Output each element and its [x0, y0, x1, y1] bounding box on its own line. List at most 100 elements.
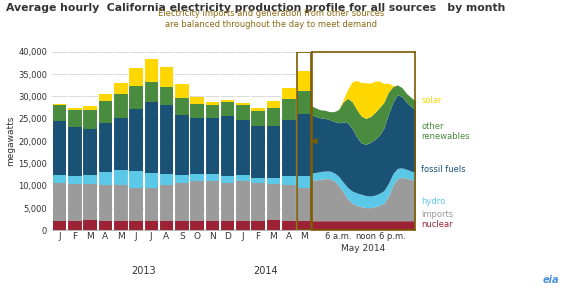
Text: 2013: 2013 [131, 266, 156, 276]
Bar [297, 114, 311, 176]
Bar [99, 221, 113, 230]
Bar [83, 220, 97, 230]
Bar [68, 176, 82, 184]
Bar [53, 183, 66, 221]
Bar [83, 175, 97, 184]
Bar [144, 173, 158, 187]
Bar [68, 108, 82, 110]
Bar [175, 84, 189, 98]
Bar [190, 181, 204, 221]
Y-axis label: megawatts: megawatts [6, 116, 16, 166]
Bar [83, 184, 97, 220]
Bar [267, 126, 280, 178]
Bar [236, 120, 250, 175]
Bar [160, 221, 173, 230]
Bar [175, 221, 189, 230]
Bar [114, 170, 128, 185]
Bar [175, 183, 189, 221]
Bar [68, 127, 82, 176]
Bar [251, 183, 265, 221]
Bar [99, 123, 113, 172]
Text: Electricity imports and generation from other sources
are balanced throughout th: Electricity imports and generation from … [158, 9, 384, 29]
Bar [99, 101, 113, 123]
Bar [205, 174, 219, 181]
Text: other
renewables: other renewables [421, 122, 470, 141]
Bar [175, 115, 189, 175]
Bar [99, 94, 113, 101]
Bar [282, 185, 295, 221]
Bar [144, 82, 158, 102]
Bar [160, 67, 173, 87]
Bar [267, 101, 280, 108]
Bar [190, 118, 204, 174]
Bar [129, 86, 143, 109]
Bar [114, 94, 128, 118]
X-axis label: May 2014: May 2014 [342, 244, 385, 253]
Bar [205, 118, 219, 174]
Bar [68, 221, 82, 230]
Bar [267, 220, 280, 230]
Bar [205, 105, 219, 118]
Bar [297, 91, 311, 114]
Bar [83, 110, 97, 129]
Bar [282, 221, 295, 230]
Bar [53, 121, 66, 175]
Bar [129, 109, 143, 171]
Bar [297, 221, 311, 230]
Bar [160, 105, 173, 174]
Bar [236, 175, 250, 181]
Bar [53, 175, 66, 183]
Bar [53, 221, 66, 230]
Bar [114, 185, 128, 221]
Bar [190, 104, 204, 118]
Bar [297, 187, 311, 221]
Bar [114, 83, 128, 94]
Bar [205, 181, 219, 221]
Bar [129, 68, 143, 86]
Bar [220, 102, 234, 116]
Bar [282, 120, 295, 176]
Bar [129, 221, 143, 230]
Bar [53, 104, 66, 105]
Bar [251, 178, 265, 183]
Bar [220, 116, 234, 176]
Bar [251, 126, 265, 178]
Bar [175, 175, 189, 183]
Bar [144, 102, 158, 173]
Bar [297, 71, 311, 91]
Text: eia: eia [543, 275, 560, 285]
Bar [175, 98, 189, 115]
Bar [267, 178, 280, 184]
Bar [251, 111, 265, 126]
Text: solar: solar [421, 96, 442, 105]
Bar [282, 176, 295, 185]
Bar [267, 184, 280, 220]
Bar [160, 174, 173, 185]
Bar [251, 108, 265, 111]
Bar [144, 187, 158, 221]
Text: Average hourly  California electricity production profile for all sources   by m: Average hourly California electricity pr… [6, 3, 505, 13]
Text: hydro: hydro [421, 197, 445, 206]
Bar [190, 174, 204, 181]
Bar [205, 221, 219, 230]
Bar [68, 184, 82, 221]
Bar [144, 59, 158, 82]
Bar [160, 87, 173, 105]
Bar [99, 172, 113, 185]
Bar [114, 118, 128, 170]
Bar [220, 101, 234, 102]
Bar [236, 181, 250, 221]
Bar [236, 103, 250, 105]
Bar [129, 171, 143, 188]
Bar [297, 176, 311, 187]
Bar [53, 105, 66, 121]
Bar [205, 102, 219, 105]
Bar [83, 106, 97, 110]
Bar [114, 221, 128, 230]
Text: fossil fuels: fossil fuels [421, 165, 466, 175]
Text: nuclear: nuclear [421, 220, 453, 229]
Bar [220, 221, 234, 230]
Bar [68, 110, 82, 127]
Bar [282, 99, 295, 120]
Text: imports: imports [421, 210, 454, 219]
